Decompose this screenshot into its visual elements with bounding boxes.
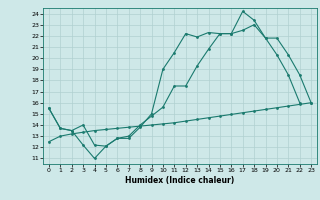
- X-axis label: Humidex (Indice chaleur): Humidex (Indice chaleur): [125, 176, 235, 185]
